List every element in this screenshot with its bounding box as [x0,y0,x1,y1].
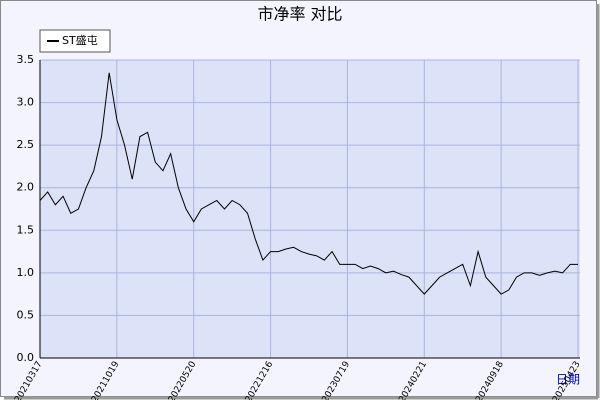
chart-title: 市净率 对比 [257,5,342,24]
y-tick-label: 1.0 [17,266,35,279]
y-tick-label: 2.5 [17,138,35,151]
y-tick-label: 0.5 [17,308,35,321]
series-line [39,72,578,295]
y-tick-label: 0.0 [17,351,35,364]
legend-box [39,29,111,53]
y-tick-label: 2.0 [17,181,35,194]
y-tick-label: 3.5 [17,53,35,66]
y-tick-label: 3.0 [17,96,35,109]
legend: ST盛屯 [39,29,111,53]
legend-label: ST盛屯 [62,33,98,47]
x-axis-label: 日期 [556,373,580,387]
y-tick-label: 1.5 [17,223,35,236]
plot-area [40,60,580,358]
